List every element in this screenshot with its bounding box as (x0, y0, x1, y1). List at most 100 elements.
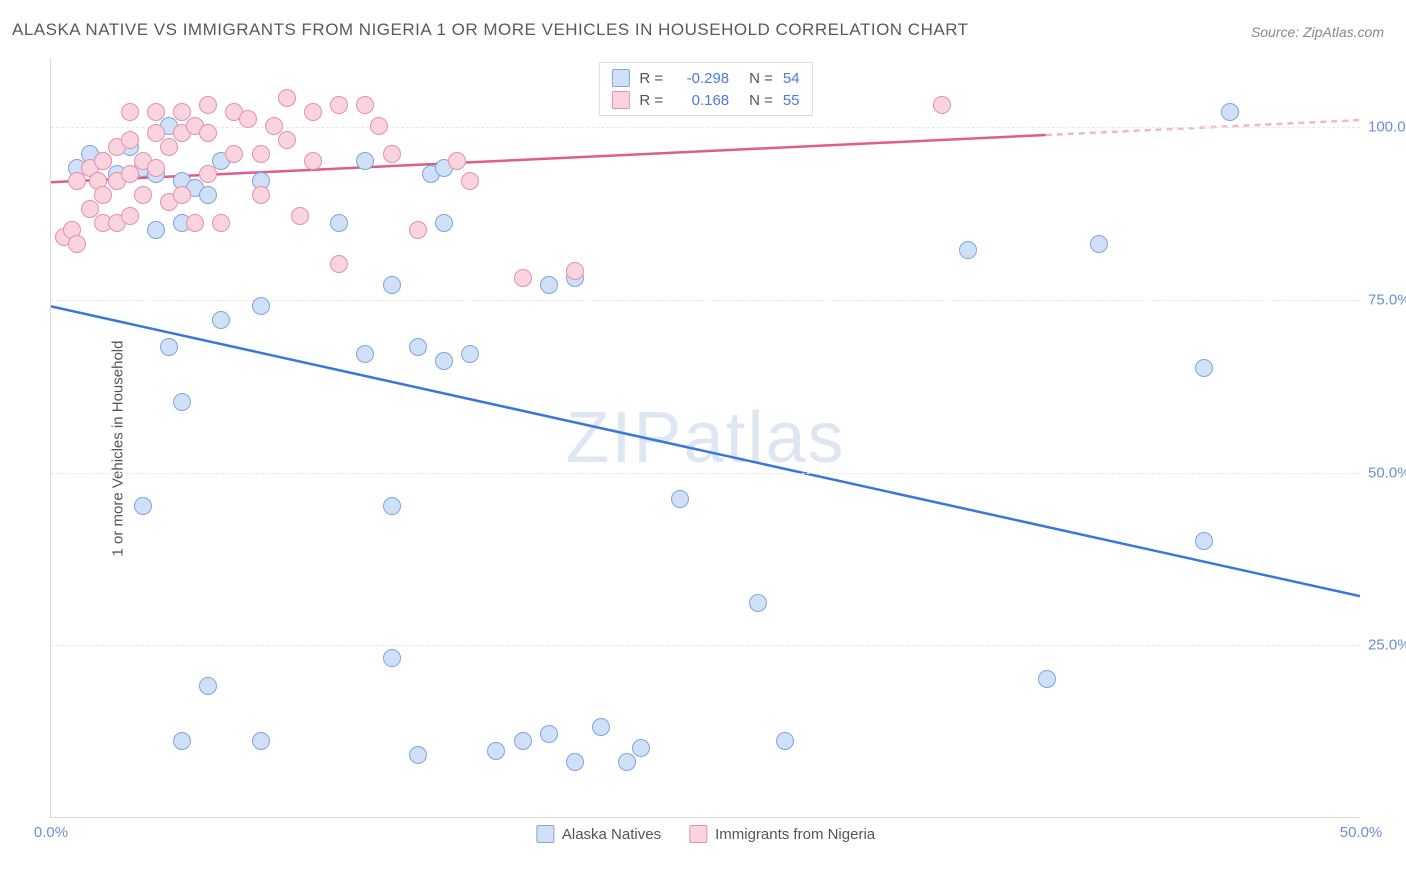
scatter-point (383, 276, 401, 294)
legend-bottom: Alaska Natives Immigrants from Nigeria (536, 825, 875, 843)
scatter-point (68, 172, 86, 190)
scatter-point (409, 221, 427, 239)
scatter-point (121, 207, 139, 225)
gridline-h (51, 645, 1360, 646)
x-tick-label: 0.0% (34, 824, 68, 841)
scatter-point (487, 742, 505, 760)
scatter-point (304, 103, 322, 121)
scatter-point (173, 186, 191, 204)
scatter-point (212, 214, 230, 232)
stats-swatch (611, 91, 629, 109)
scatter-point (632, 739, 650, 757)
scatter-point (134, 497, 152, 515)
scatter-point (291, 207, 309, 225)
scatter-point (1195, 359, 1213, 377)
scatter-point (160, 338, 178, 356)
stats-row: R = -0.298 N = 54 (611, 67, 799, 89)
scatter-point (540, 725, 558, 743)
scatter-point (252, 297, 270, 315)
y-tick-label: 100.0% (1368, 119, 1406, 136)
scatter-point (278, 131, 296, 149)
scatter-point (147, 159, 165, 177)
scatter-point (199, 124, 217, 142)
stats-N-value: 55 (783, 92, 800, 109)
scatter-point (147, 221, 165, 239)
gridline-h (51, 473, 1360, 474)
scatter-point (278, 89, 296, 107)
legend-item: Immigrants from Nigeria (689, 825, 875, 843)
scatter-point (173, 393, 191, 411)
scatter-point (252, 732, 270, 750)
scatter-point (199, 677, 217, 695)
scatter-point (409, 746, 427, 764)
scatter-point (383, 145, 401, 163)
scatter-point (252, 145, 270, 163)
scatter-point (147, 103, 165, 121)
scatter-point (186, 214, 204, 232)
gridline-h (51, 300, 1360, 301)
correlation-stats-box: R = -0.298 N = 54R = 0.168 N = 55 (598, 62, 812, 116)
scatter-point (435, 352, 453, 370)
chart-title: ALASKA NATIVE VS IMMIGRANTS FROM NIGERIA… (12, 20, 969, 40)
scatter-point (356, 152, 374, 170)
trendline-solid (51, 306, 1360, 596)
scatter-point (933, 96, 951, 114)
stats-row: R =0.168N =55 (611, 89, 799, 111)
scatter-point (383, 497, 401, 515)
scatter-point (1038, 670, 1056, 688)
stats-N-label: N = (749, 70, 773, 87)
y-tick-label: 25.0% (1368, 637, 1406, 654)
scatter-point (383, 649, 401, 667)
scatter-point (959, 241, 977, 259)
watermark: ZIPatlas (565, 397, 845, 479)
scatter-point (1195, 532, 1213, 550)
legend-label: Immigrants from Nigeria (715, 826, 875, 843)
scatter-point (749, 594, 767, 612)
scatter-point (1090, 235, 1108, 253)
scatter-point (239, 110, 257, 128)
scatter-point (448, 152, 466, 170)
stats-N-label: N = (749, 92, 773, 109)
scatter-point (566, 262, 584, 280)
legend-swatch (689, 825, 707, 843)
stats-R-value: 0.168 (673, 92, 729, 109)
scatter-point (212, 311, 230, 329)
scatter-point (356, 96, 374, 114)
scatter-point (160, 138, 178, 156)
scatter-point (94, 186, 112, 204)
scatter-point (330, 214, 348, 232)
scatter-point (671, 490, 689, 508)
scatter-point (435, 214, 453, 232)
source-attribution: Source: ZipAtlas.com (1251, 24, 1384, 40)
scatter-point (134, 186, 152, 204)
scatter-point (356, 345, 374, 363)
scatter-point (514, 732, 532, 750)
x-tick-label: 50.0% (1340, 824, 1383, 841)
scatter-point (409, 338, 427, 356)
scatter-point (121, 103, 139, 121)
scatter-point (461, 345, 479, 363)
stats-R-value: -0.298 (673, 70, 729, 87)
scatter-point (540, 276, 558, 294)
scatter-point (199, 96, 217, 114)
scatter-point (225, 145, 243, 163)
scatter-point (618, 753, 636, 771)
scatter-point (121, 131, 139, 149)
scatter-point (330, 96, 348, 114)
scatter-point (68, 235, 86, 253)
scatter-point (252, 186, 270, 204)
legend-item: Alaska Natives (536, 825, 661, 843)
plot-area: ZIPatlas R =-0.298N =54R =0.168N =55 Ala… (50, 58, 1360, 818)
legend-swatch (536, 825, 554, 843)
scatter-point (461, 172, 479, 190)
stats-swatch (611, 69, 629, 87)
stats-N-value: 54 (783, 70, 800, 87)
scatter-point (173, 732, 191, 750)
scatter-point (592, 718, 610, 736)
legend-label: Alaska Natives (562, 826, 661, 843)
scatter-point (1221, 103, 1239, 121)
stats-R-label: R = (639, 70, 663, 87)
scatter-point (121, 165, 139, 183)
scatter-point (94, 152, 112, 170)
scatter-point (304, 152, 322, 170)
